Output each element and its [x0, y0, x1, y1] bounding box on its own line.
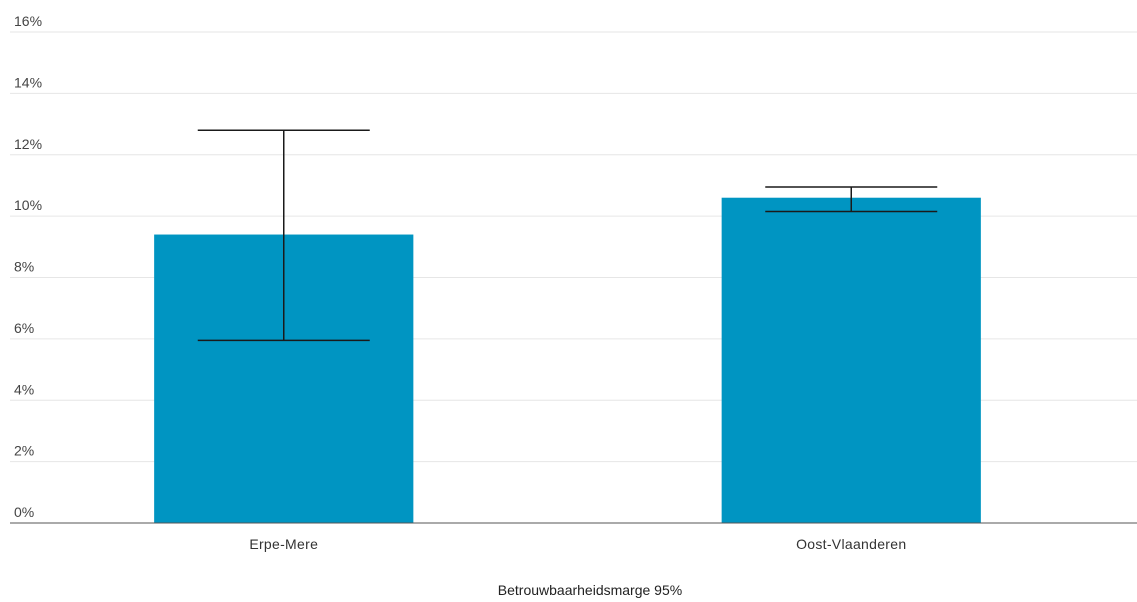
bars	[154, 197, 981, 523]
y-tick-label: 12%	[14, 136, 42, 152]
y-tick-label: 2%	[14, 443, 34, 459]
y-tick-label: 4%	[14, 381, 34, 397]
y-tick-label: 8%	[14, 259, 34, 275]
y-tick-label: 6%	[14, 320, 34, 336]
legend-label: Betrouwbaarheidsmarge 95%	[498, 582, 682, 598]
y-axis-ticks: 0% 2% 4% 6% 8% 10% 12% 14% 16%	[14, 13, 42, 520]
y-tick-label: 10%	[14, 197, 42, 213]
y-tick-label: 16%	[14, 13, 42, 29]
y-tick-label: 0%	[14, 504, 34, 520]
y-tick-label: 14%	[14, 74, 42, 90]
x-axis-labels: Erpe-Mere Oost-Vlaanderen	[249, 536, 906, 552]
bar-oost-vlaanderen	[721, 197, 981, 523]
x-category-label: Erpe-Mere	[249, 536, 318, 552]
x-category-label: Oost-Vlaanderen	[796, 536, 906, 552]
error-bars	[197, 129, 938, 342]
